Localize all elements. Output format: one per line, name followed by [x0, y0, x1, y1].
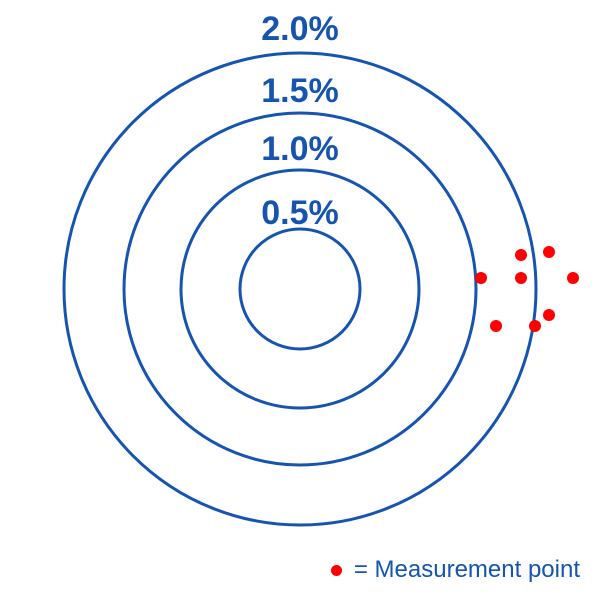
ring-labels: 0.5% 1.0% 1.5% 2.0%: [261, 10, 339, 232]
ring-label-1-0pct: 1.0%: [261, 130, 339, 168]
ring-1-5pct: [122, 111, 478, 467]
measurement-point-1: [515, 249, 527, 261]
red-dot-icon: [330, 564, 342, 576]
measurement-point-6: [490, 320, 502, 332]
measurement-point-4: [515, 272, 527, 284]
ring-2-0pct: [62, 51, 538, 527]
measurement-point-2: [543, 246, 555, 258]
measurement-point-8: [543, 309, 555, 321]
legend: = Measurement point: [330, 553, 580, 587]
measurement-point-7: [529, 320, 541, 332]
measurement-point-3: [475, 272, 487, 284]
ring-label-2-0pct: 2.0%: [261, 10, 339, 48]
measurement-points: [475, 246, 579, 332]
legend-text: = Measurement point: [353, 556, 580, 583]
ring-0-5pct: [238, 227, 362, 351]
measurement-point-5: [567, 272, 579, 284]
ring-label-0-5pct: 0.5%: [261, 194, 339, 232]
rings: [62, 51, 538, 527]
ring-1-0pct: [179, 168, 421, 410]
ring-label-1-5pct: 1.5%: [261, 72, 339, 110]
